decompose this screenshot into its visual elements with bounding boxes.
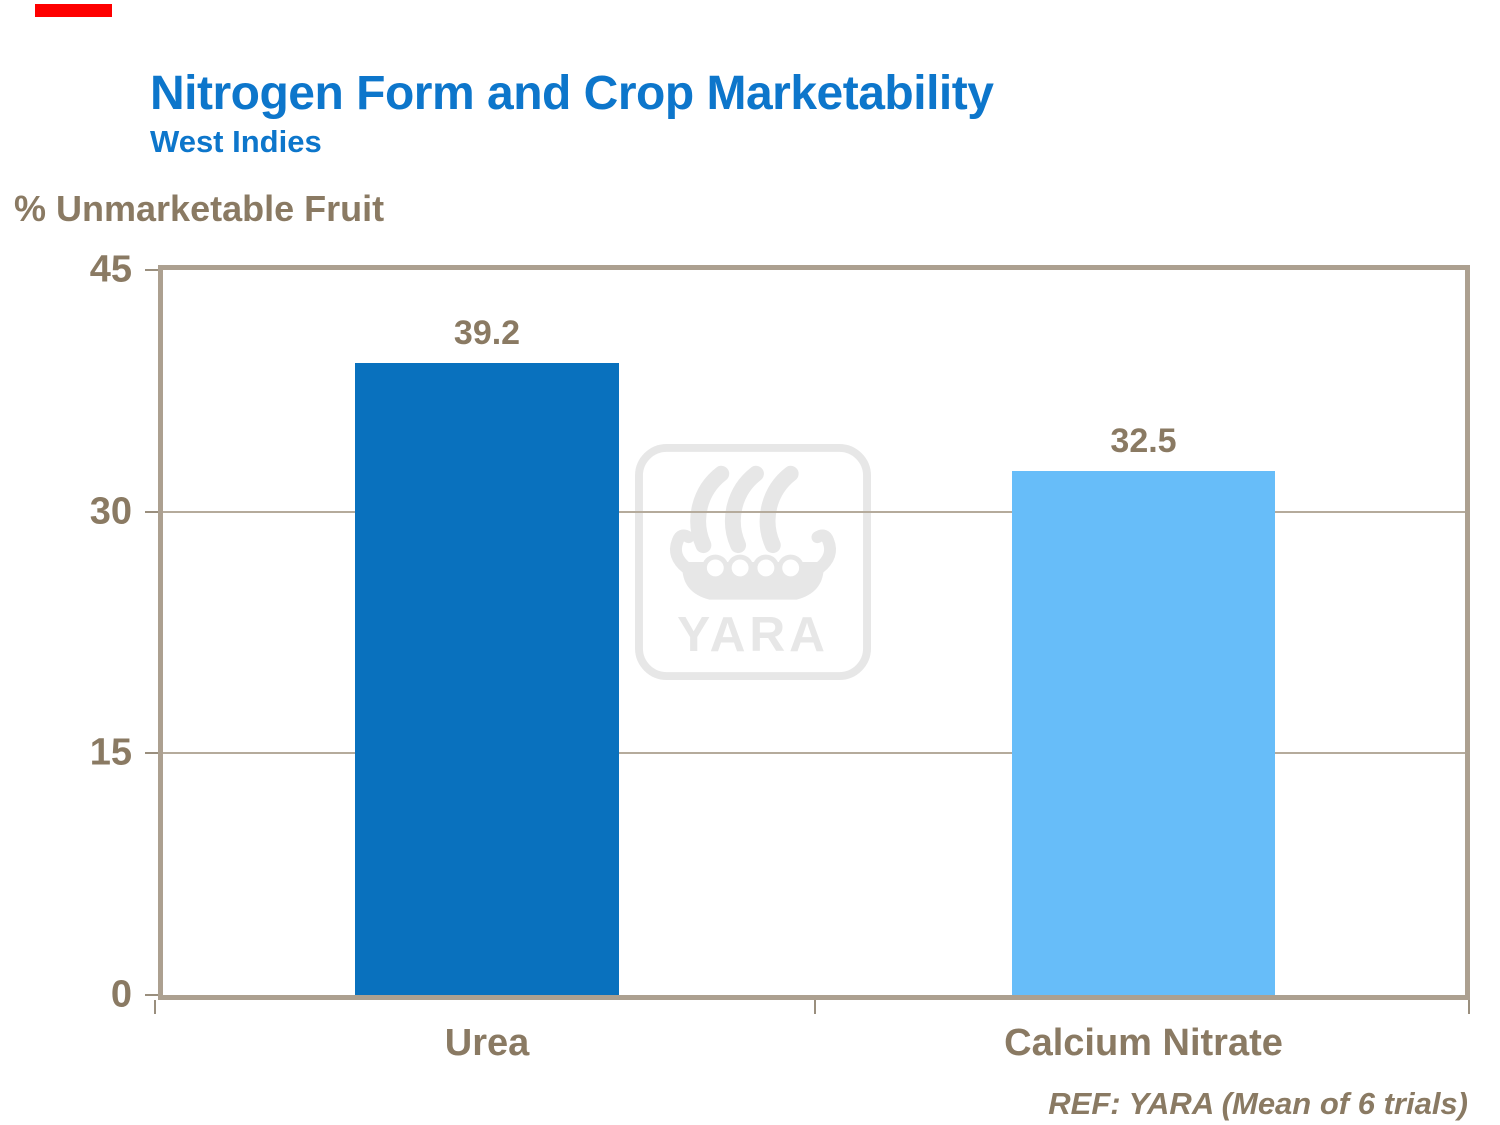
bar-urea bbox=[355, 363, 619, 995]
stern-icon bbox=[811, 529, 836, 574]
y-tick-label: 0 bbox=[110, 973, 132, 1016]
y-tick-mark bbox=[145, 752, 158, 755]
y-tick-label: 15 bbox=[89, 731, 132, 774]
y-tick-label: 30 bbox=[89, 490, 132, 533]
red-accent-bar bbox=[35, 4, 112, 17]
hull-shield-holes bbox=[705, 558, 801, 578]
y-tick-mark bbox=[145, 510, 158, 513]
bar-value-label: 39.2 bbox=[453, 314, 521, 353]
category-label-urea: Urea bbox=[444, 1022, 530, 1064]
gridline-15 bbox=[163, 752, 1465, 755]
reference-note: REF: YARA (Mean of 6 trials) bbox=[1048, 1086, 1468, 1121]
x-tick-mark bbox=[154, 1000, 156, 1014]
category-label-calcium-nitrate: Calcium Nitrate bbox=[1004, 1022, 1283, 1064]
sail-icon bbox=[690, 465, 730, 554]
yara-logo-watermark: YARA bbox=[634, 443, 872, 681]
bar-slot: 39.2 bbox=[355, 270, 619, 995]
prow-icon bbox=[670, 529, 695, 574]
chart-title: Nitrogen Form and Crop Marketability bbox=[150, 67, 994, 120]
chart-subtitle: West Indies bbox=[150, 124, 322, 159]
bar-value-label: 32.5 bbox=[1110, 422, 1177, 461]
y-tick-label: 45 bbox=[89, 248, 132, 291]
y-axis-title: % Unmarketable Fruit bbox=[14, 188, 385, 229]
x-tick-mark bbox=[1468, 1000, 1470, 1014]
bar-calcium-nitrate bbox=[1012, 471, 1275, 995]
watermark-wordmark: YARA bbox=[677, 606, 829, 662]
sail-icon bbox=[724, 465, 764, 554]
x-tick-mark bbox=[814, 1000, 816, 1014]
y-tick-mark bbox=[145, 269, 158, 271]
bar-slot: 32.5 bbox=[1012, 270, 1275, 995]
sail-icon bbox=[759, 465, 799, 554]
gridline-30 bbox=[163, 510, 1465, 513]
watermark-border bbox=[634, 443, 872, 681]
y-tick-mark bbox=[145, 994, 158, 996]
hull-icon bbox=[682, 554, 824, 600]
plot-area: 39.2 32.5 bbox=[158, 265, 1470, 1000]
